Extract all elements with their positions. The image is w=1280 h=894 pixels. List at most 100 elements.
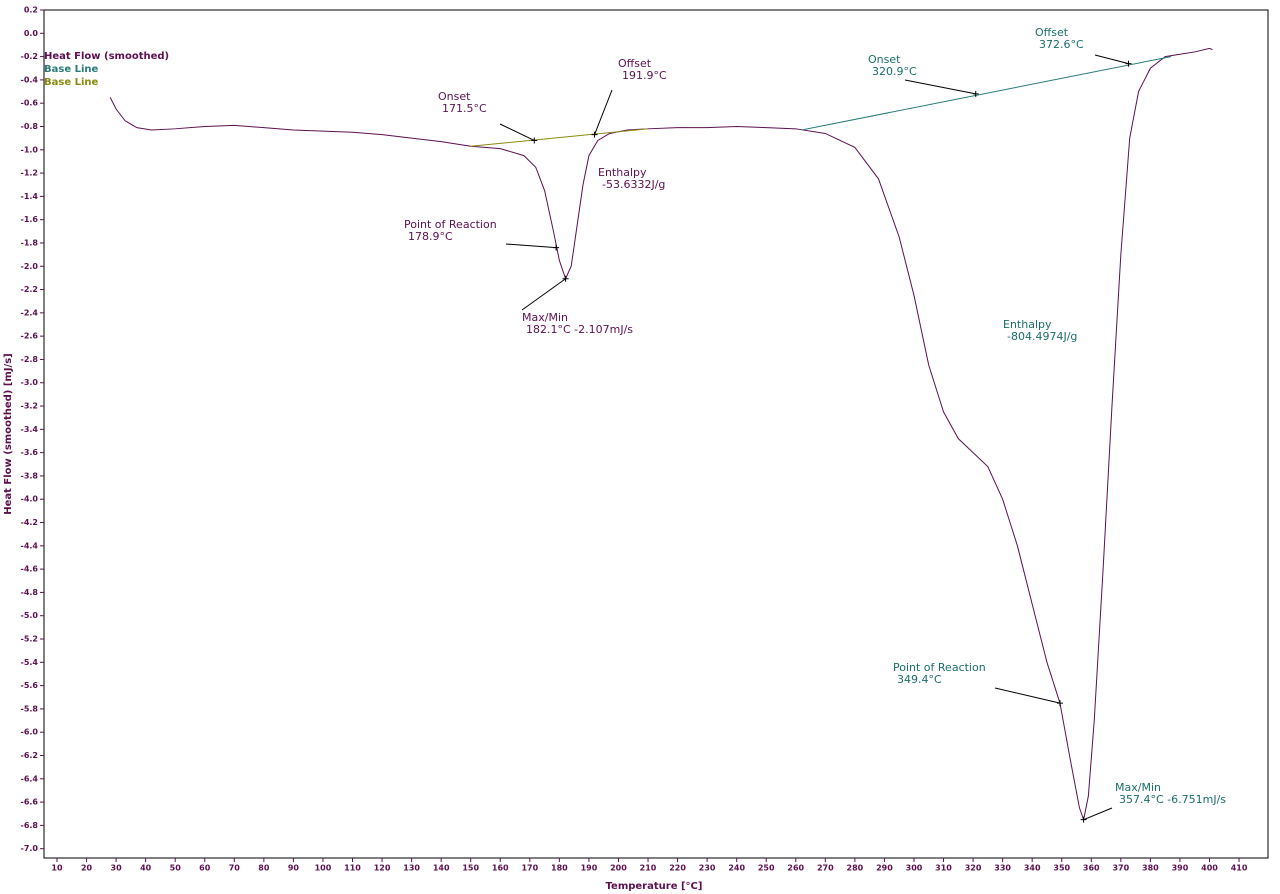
y-tick-label: -3.2 [21,402,39,411]
annotation-text: 349.4°C [897,673,942,686]
x-tick-label: 100 [315,864,332,873]
x-tick-label: 40 [140,864,152,873]
x-axis-label: Temperature [°C] [606,881,703,892]
x-tick-label: 70 [229,864,241,873]
annotation-marker [531,137,538,144]
x-tick-label: 90 [288,864,300,873]
x-tick-label: 360 [1083,864,1100,873]
y-tick-label: -2.2 [21,285,39,294]
x-tick-label: 350 [1053,864,1070,873]
x-tick-label: 60 [199,864,211,873]
annotation-text: Point of Reaction [404,218,497,231]
legend-entry: Base Line [44,64,99,75]
y-tick-label: -0.2 [21,52,39,61]
annotation-text: 182.1°C -2.107mJ/s [526,323,633,336]
y-tick-label: -1.2 [21,169,39,178]
y-tick-label: -4.0 [21,495,39,504]
x-tick-label: 390 [1172,864,1189,873]
y-tick-label: -4.4 [21,541,39,550]
legend-entry: Base Line [44,77,99,88]
x-tick-label: 310 [935,864,952,873]
y-axis-label: Heat Flow (smoothed) [mJ/s] [3,353,14,514]
y-tick-label: -1.8 [21,238,39,247]
plot-frame [43,9,1269,859]
y-tick-label: -6.8 [21,821,39,830]
annotation-text: Max/Min [522,311,568,324]
y-tick-label: -3.8 [21,471,39,480]
y-tick-label: -1.0 [21,145,39,154]
x-tick-label: 290 [876,864,893,873]
x-tick-label: 110 [344,864,361,873]
x-tick-label: 340 [1024,864,1041,873]
annotation-text: 171.5°C [442,102,487,115]
x-tick-label: 250 [758,864,775,873]
x-tick-label: 200 [610,864,627,873]
annotation-text: Offset [618,57,652,70]
x-tick-label: 320 [965,864,982,873]
y-tick-label: -0.6 [21,99,39,108]
x-tick-label: 220 [669,864,686,873]
annotation-text: Onset [438,90,471,103]
annotation-text: Offset [1035,26,1069,39]
annotation-text: Point of Reaction [893,661,986,674]
annotation-leader [994,687,1061,704]
y-tick-label: -1.6 [21,215,39,224]
y-tick-label: -0.8 [21,122,39,131]
x-tick-label: 210 [640,864,657,873]
x-tick-label: 400 [1201,864,1218,873]
y-tick-label: -6.4 [21,774,39,783]
x-tick-label: 10 [51,864,63,873]
y-tick-label: -7.0 [21,844,39,853]
annotation-text: 320.9°C [872,65,917,78]
x-tick-label: 50 [170,864,182,873]
annotation-leader [904,79,976,95]
annotation-leader [1083,807,1113,821]
y-tick-label: -5.4 [21,658,39,667]
y-tick-label: -4.6 [21,565,39,574]
x-tick-label: 260 [787,864,804,873]
annotation-marker [562,275,569,282]
x-tick-label: 130 [403,864,420,873]
annotation-text: Onset [868,53,901,66]
x-tick-label: 300 [906,864,923,873]
x-tick-label: 140 [433,864,450,873]
y-tick-label: -2.0 [21,262,39,271]
series-line [109,47,1213,822]
annotation-leader [505,243,557,249]
y-tick-label: -5.8 [21,704,39,713]
x-tick-label: 330 [994,864,1011,873]
annotation-text: Enthalpy [1003,318,1052,331]
y-tick-label: -6.0 [21,728,39,737]
x-tick-label: 120 [374,864,391,873]
y-tick-label: -4.8 [21,588,39,597]
y-tick-label: -3.4 [21,425,39,434]
x-tick-label: 170 [521,864,538,873]
y-tick-label: -4.2 [21,518,39,527]
x-tick-label: 180 [551,864,568,873]
x-tick-label: 160 [492,864,509,873]
y-tick-label: 0.0 [24,29,39,38]
y-tick-label: -6.6 [21,798,39,807]
y-tick-label: -3.0 [21,378,39,387]
x-tick-label: 230 [699,864,716,873]
y-tick-label: -2.6 [21,332,39,341]
legend-entry: Heat Flow (smoothed) [44,51,169,62]
annotation-text: 178.9°C [408,230,453,243]
x-tick-label: 280 [847,864,864,873]
y-tick-label: -0.4 [21,75,39,84]
y-tick-label: -5.0 [21,611,39,620]
y-tick-label: -3.6 [21,448,39,457]
y-tick-label: -5.2 [21,635,39,644]
annotation-marker [1125,60,1132,67]
x-tick-label: 410 [1231,864,1248,873]
annotation-marker [553,244,560,251]
annotation-text: Max/Min [1115,781,1161,794]
x-tick-label: 370 [1112,864,1129,873]
x-tick-label: 30 [111,864,123,873]
annotation-text: 191.9°C [622,69,667,82]
series-line [801,56,1172,131]
x-tick-label: 240 [728,864,745,873]
y-tick-label: -1.4 [21,192,39,201]
